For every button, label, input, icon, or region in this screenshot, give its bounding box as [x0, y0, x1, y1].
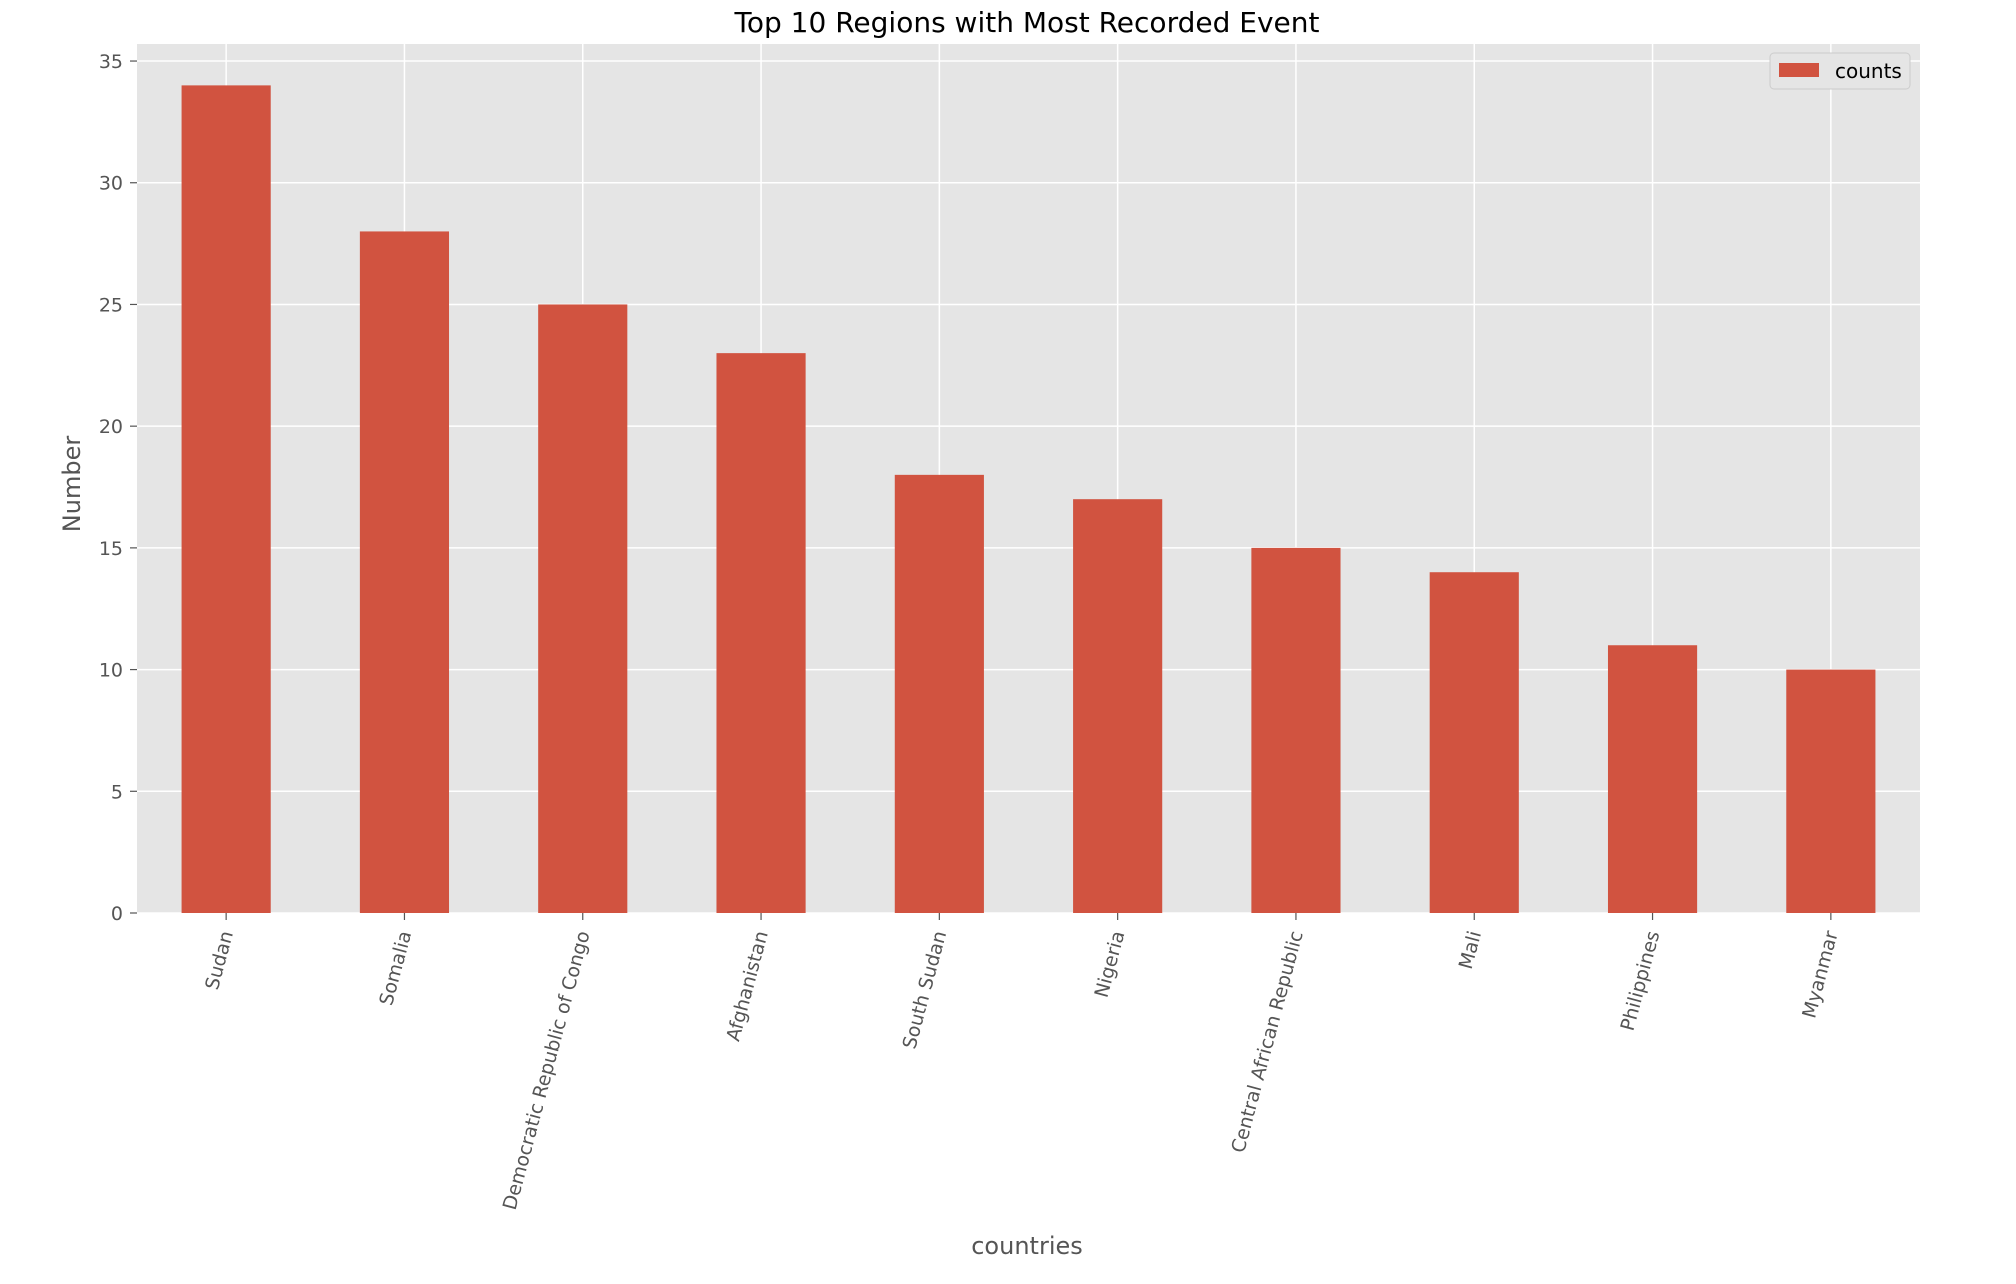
bar-sudan	[181, 85, 271, 913]
bar-central-african-republic	[1251, 547, 1341, 913]
y-axis-label: Number	[58, 436, 86, 533]
bar-nigeria	[1073, 499, 1163, 913]
y-tick-label: 5	[111, 781, 123, 803]
bar-myanmar	[1786, 669, 1876, 913]
bar-south-sudan	[894, 474, 984, 913]
bar-philippines	[1607, 645, 1698, 913]
y-tick-label: 25	[99, 294, 123, 316]
chart-title: Top 10 Regions with Most Recorded Event	[734, 6, 1320, 39]
y-tick-label: 30	[99, 173, 123, 195]
legend-swatch	[1779, 63, 1819, 77]
y-tick-label: 10	[99, 660, 123, 682]
legend-label: counts	[1835, 59, 1902, 83]
x-axis-label: countries	[971, 1232, 1083, 1260]
y-tick-label: 20	[99, 416, 123, 438]
y-tick-label: 0	[111, 903, 123, 925]
y-axis-ticks: 0 5 10 15 20 25 30 35	[99, 51, 137, 925]
legend: counts	[1769, 52, 1911, 90]
bars	[181, 85, 1876, 914]
legend-box	[1769, 52, 1911, 90]
y-tick-label: 15	[99, 538, 123, 560]
bar-democratic-republic-of-congo	[538, 304, 628, 914]
y-tick-label: 35	[99, 51, 123, 73]
bar-mali	[1429, 572, 1519, 913]
bar-afghanistan	[716, 353, 806, 914]
bar-somalia	[359, 231, 450, 913]
